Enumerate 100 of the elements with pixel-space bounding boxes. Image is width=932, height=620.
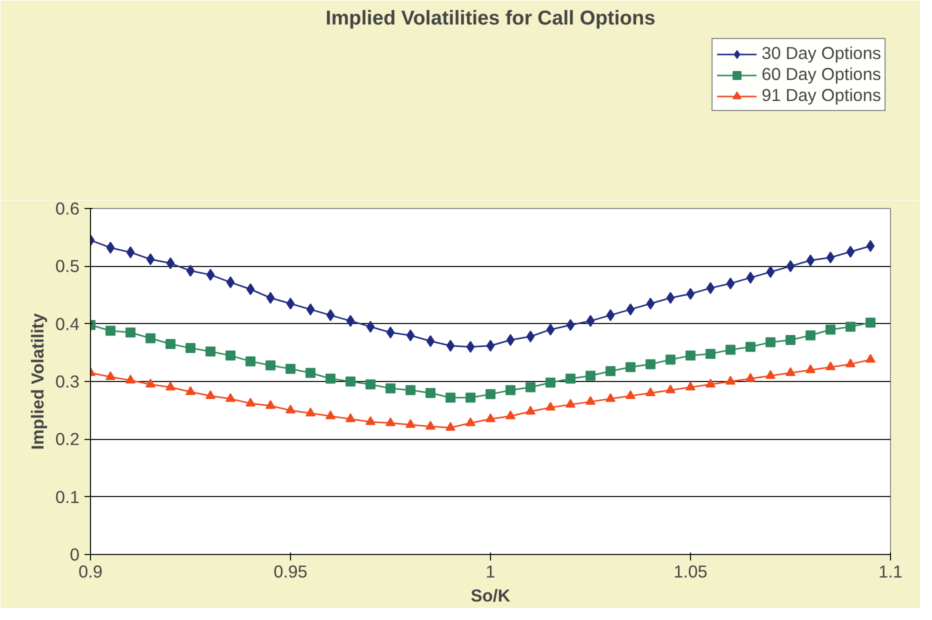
y-tick-label: 0.2 xyxy=(55,429,80,450)
point xyxy=(346,376,356,386)
chart-title: Implied Volatilities for Call Options xyxy=(326,8,656,30)
point xyxy=(626,362,636,372)
point xyxy=(726,277,735,290)
point xyxy=(546,324,555,336)
point xyxy=(246,398,256,407)
point xyxy=(806,254,815,266)
point xyxy=(766,337,776,348)
point xyxy=(306,303,315,316)
point xyxy=(386,326,395,338)
point xyxy=(426,388,436,398)
point xyxy=(106,326,116,336)
point xyxy=(106,371,116,380)
point xyxy=(546,378,556,388)
point xyxy=(526,330,535,343)
point xyxy=(786,334,796,345)
point xyxy=(466,417,476,426)
point xyxy=(386,383,396,394)
point xyxy=(706,348,716,359)
point xyxy=(246,283,255,296)
point xyxy=(346,413,356,422)
point xyxy=(446,422,456,431)
point xyxy=(506,410,516,420)
point xyxy=(406,385,416,396)
legend-label: 91 Day Options xyxy=(762,85,881,106)
point xyxy=(806,364,816,374)
point xyxy=(866,318,876,328)
point xyxy=(686,350,696,361)
point xyxy=(286,404,296,414)
point xyxy=(726,376,736,385)
point xyxy=(326,374,336,384)
point xyxy=(686,288,695,300)
x-tick-label: 1 xyxy=(486,562,496,582)
point xyxy=(366,320,375,333)
x-tick-label: 1.05 xyxy=(674,562,708,582)
point xyxy=(426,335,435,348)
point xyxy=(646,387,656,396)
point xyxy=(186,386,196,395)
point xyxy=(486,340,495,352)
point xyxy=(406,329,415,342)
point xyxy=(726,344,736,355)
point xyxy=(286,298,295,310)
point xyxy=(326,309,335,322)
point xyxy=(866,354,876,363)
point xyxy=(506,334,515,346)
point xyxy=(246,356,256,366)
point xyxy=(686,382,696,390)
point xyxy=(226,393,236,402)
point xyxy=(846,358,856,368)
point xyxy=(746,342,756,352)
point xyxy=(646,359,656,370)
point xyxy=(486,389,496,400)
x-tick-label: 0.95 xyxy=(274,562,308,582)
point xyxy=(746,372,756,382)
point xyxy=(346,314,355,327)
point xyxy=(366,416,376,425)
x-tick-label: 0.9 xyxy=(78,562,103,582)
point xyxy=(126,327,136,338)
y-tick-label: 0 xyxy=(70,544,80,564)
point xyxy=(866,240,875,252)
point xyxy=(826,361,836,370)
y-tick-label: 0.5 xyxy=(55,256,80,276)
point xyxy=(806,330,816,340)
point xyxy=(146,333,156,344)
point xyxy=(566,374,576,384)
point xyxy=(646,298,655,310)
y-axis-title: Implied Volatility xyxy=(27,312,48,450)
point xyxy=(566,398,576,408)
point xyxy=(466,392,476,403)
point xyxy=(606,366,616,376)
point xyxy=(786,367,796,376)
point xyxy=(666,292,675,304)
point xyxy=(126,246,135,258)
point xyxy=(786,260,795,272)
point xyxy=(626,390,636,400)
point xyxy=(526,406,536,415)
y-tick-label: 0.3 xyxy=(55,372,80,392)
point xyxy=(106,242,115,254)
point xyxy=(706,282,715,294)
point xyxy=(766,370,776,379)
point xyxy=(746,272,755,284)
point xyxy=(146,378,156,388)
point xyxy=(306,408,316,416)
point xyxy=(146,253,155,266)
point xyxy=(846,246,855,258)
point xyxy=(526,382,536,392)
point xyxy=(846,322,856,332)
point xyxy=(286,364,296,374)
point xyxy=(826,324,836,335)
point xyxy=(266,360,276,370)
point xyxy=(626,303,635,316)
point xyxy=(466,340,475,353)
point xyxy=(166,339,176,350)
point xyxy=(766,266,775,278)
y-tick-label: 0.6 xyxy=(55,198,80,218)
y-tick-label: 0.1 xyxy=(55,486,80,507)
point xyxy=(546,402,556,411)
point xyxy=(826,252,835,264)
point xyxy=(586,370,596,381)
